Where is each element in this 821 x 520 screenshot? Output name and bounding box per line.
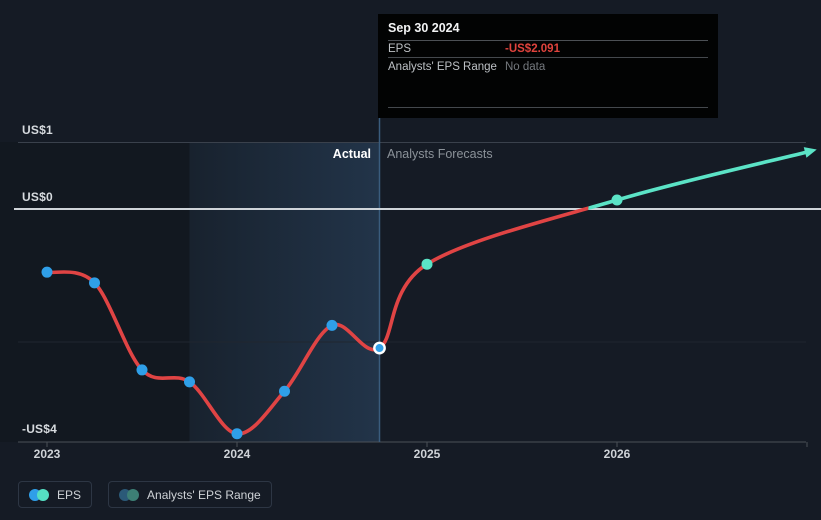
legend-eps-label: EPS bbox=[57, 487, 82, 502]
tooltip-row-eps: EPS -US$2.091 bbox=[388, 41, 708, 58]
tooltip-range-label: Analysts' EPS Range bbox=[388, 60, 497, 73]
y-axis-label-us1: US$1 bbox=[22, 123, 53, 137]
data-point-eps[interactable] bbox=[136, 364, 148, 376]
data-point-eps[interactable] bbox=[326, 319, 338, 331]
tooltip-eps-label: EPS bbox=[388, 43, 412, 55]
forecast-zone-label: Analysts Forecasts bbox=[387, 147, 493, 161]
tooltip-date: Sep 30 2024 bbox=[388, 14, 708, 41]
x-tick-2025: 2025 bbox=[413, 447, 441, 461]
eps-line-actual bbox=[45, 206, 589, 436]
actual-zone-label: Actual bbox=[332, 147, 371, 161]
tooltip-eps-value: -US$2.091 bbox=[505, 43, 560, 55]
forecast-arrowhead bbox=[803, 147, 817, 158]
data-point-eps[interactable] bbox=[184, 376, 195, 388]
data-point-eps[interactable] bbox=[279, 385, 290, 397]
y-axis-label-minus-us4: -US$4 bbox=[22, 422, 58, 436]
tooltip-spacer bbox=[388, 75, 708, 108]
legend: EPS Analysts' EPS Range bbox=[18, 481, 272, 508]
data-point-forecast[interactable] bbox=[611, 194, 623, 206]
data-point-eps[interactable] bbox=[89, 277, 100, 289]
eps-series-icon bbox=[29, 488, 49, 501]
data-point-eps-hovered[interactable] bbox=[373, 341, 386, 355]
y-axis-label-us0: US$0 bbox=[22, 190, 53, 204]
analysts-range-series-icon bbox=[119, 488, 140, 501]
tooltip: Sep 30 2024 EPS -US$2.091 Analysts' EPS … bbox=[378, 14, 718, 118]
x-tick-2026: 2026 bbox=[603, 447, 631, 461]
x-tick-2023: 2023 bbox=[33, 447, 61, 461]
legend-chip-analysts-eps-range[interactable]: Analysts' EPS Range bbox=[108, 481, 272, 508]
actual-coverage-band bbox=[189, 142, 380, 442]
data-point-forecast[interactable] bbox=[421, 258, 433, 270]
legend-analysts-range-label: Analysts' EPS Range bbox=[147, 487, 261, 502]
data-point-eps[interactable] bbox=[41, 266, 53, 278]
x-tick-2024: 2024 bbox=[223, 447, 251, 461]
legend-chip-eps[interactable]: EPS bbox=[18, 481, 93, 508]
tooltip-range-value: No data bbox=[505, 60, 546, 73]
left-shade bbox=[0, 142, 190, 442]
tooltip-row-range: Analysts' EPS Range No data bbox=[388, 58, 708, 75]
data-point-eps[interactable] bbox=[231, 428, 243, 440]
